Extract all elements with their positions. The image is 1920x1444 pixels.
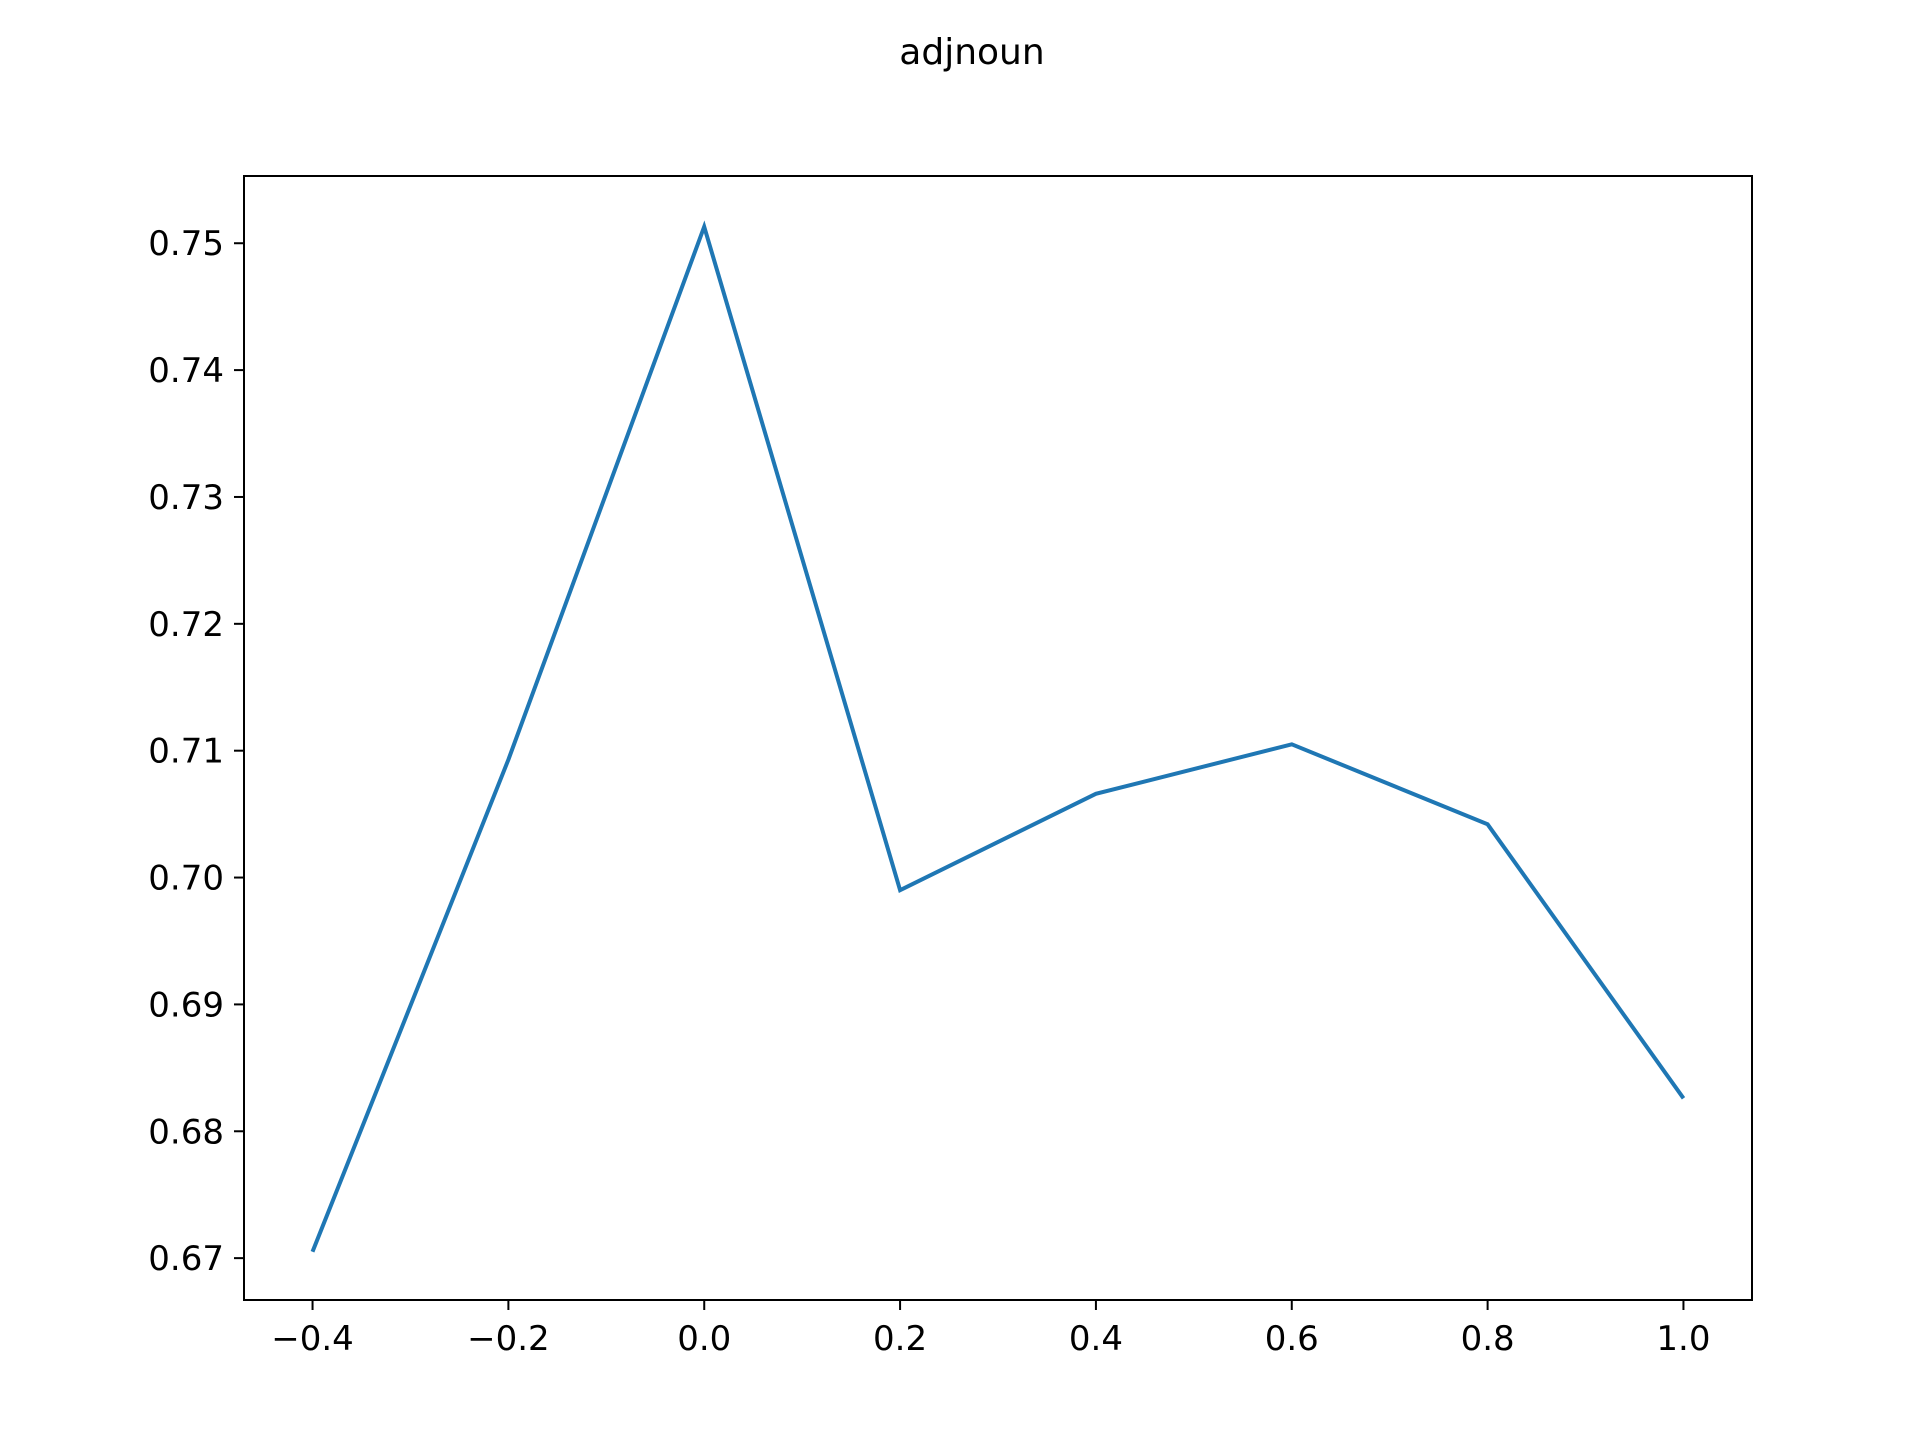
x-tick-label: 1.0 [1656, 1319, 1710, 1359]
series-line-0 [310, 220, 1686, 1253]
y-tick-label: 0.68 [148, 1112, 224, 1152]
y-tick-label: 0.67 [148, 1239, 224, 1279]
y-tick-label: 0.71 [148, 732, 224, 772]
x-tick-label: −0.2 [467, 1319, 550, 1359]
x-tick-label: 0.6 [1265, 1319, 1319, 1359]
x-tick-label: 0.0 [677, 1319, 731, 1359]
y-tick-label: 0.70 [148, 859, 224, 899]
x-tick-label: 0.8 [1461, 1319, 1515, 1359]
y-tick-label: 0.74 [148, 351, 224, 391]
y-tick-label: 0.72 [148, 605, 224, 645]
chart-title: adjnoun [899, 32, 1044, 73]
plot-layer: −0.4 −0.2 0.0 0.2 0.4 0.6 0.8 1.0 0.67 0.68 0.69 0.… [148, 220, 1710, 1359]
x-tick-label: 0.4 [1069, 1319, 1123, 1359]
y-tick-label: 0.73 [148, 478, 224, 518]
y-tick-label: 0.69 [148, 985, 224, 1025]
x-tick-label: −0.4 [271, 1319, 354, 1359]
x-tick-label: 0.2 [873, 1319, 927, 1359]
y-tick-label: 0.75 [148, 224, 224, 264]
plot-frame [243, 175, 1753, 1301]
